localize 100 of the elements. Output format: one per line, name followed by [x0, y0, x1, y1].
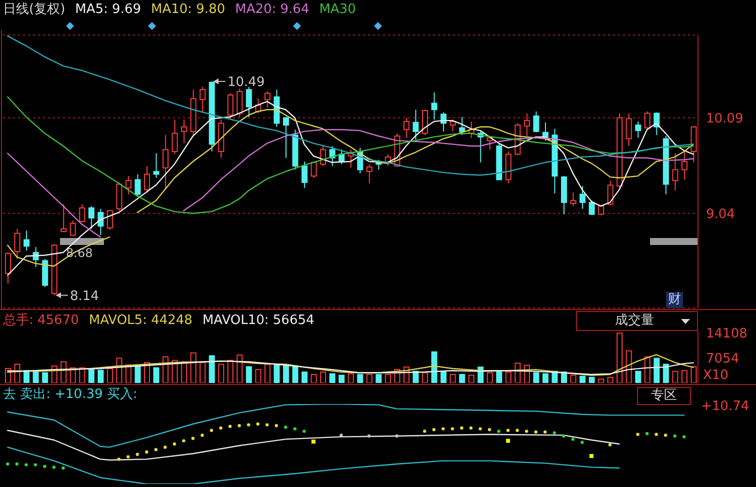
point — [34, 463, 38, 466]
bar — [236, 354, 243, 383]
y-tick-label: 7054 — [706, 352, 740, 367]
point — [589, 454, 594, 458]
text: MAVOL10: 56654 — [202, 313, 314, 329]
bar — [431, 351, 438, 383]
point — [191, 436, 195, 440]
point — [432, 428, 436, 432]
y-tick-label: 14108 — [706, 326, 748, 342]
bar — [246, 366, 252, 383]
bar — [644, 356, 650, 383]
point — [164, 446, 167, 449]
point — [293, 427, 296, 430]
bar — [24, 370, 30, 383]
candlestick — [162, 134, 169, 190]
point — [136, 452, 139, 456]
point — [544, 430, 547, 434]
point — [266, 423, 269, 426]
bar — [681, 370, 688, 383]
bar — [635, 370, 642, 383]
bar — [384, 374, 391, 383]
point — [246, 423, 250, 426]
point — [274, 424, 278, 428]
bar — [570, 374, 576, 383]
bar — [227, 360, 234, 383]
point — [497, 430, 500, 433]
candlestick — [218, 119, 224, 158]
bar — [422, 372, 428, 383]
point — [62, 466, 65, 470]
text: MA30 — [319, 2, 356, 18]
text: MA20: 9.64 — [235, 2, 310, 18]
bar — [533, 372, 540, 383]
bar — [106, 368, 113, 383]
bar — [320, 372, 326, 383]
bar — [496, 372, 502, 383]
line-series — [7, 236, 110, 267]
bar — [310, 374, 317, 383]
candlestick — [672, 152, 678, 192]
bar — [376, 374, 382, 383]
point — [43, 464, 46, 468]
point — [442, 427, 445, 430]
point — [654, 432, 658, 436]
bar — [208, 355, 215, 383]
bar — [486, 372, 493, 383]
chart-title: 日线(复权) — [3, 2, 66, 18]
point — [238, 424, 241, 428]
point — [117, 458, 120, 461]
bar — [626, 350, 632, 383]
candlestick — [431, 92, 438, 120]
point — [15, 462, 18, 466]
bar — [329, 373, 336, 383]
candlestick — [153, 152, 160, 178]
bar — [200, 362, 206, 383]
y-axis-title: X10 — [703, 368, 728, 383]
bar — [283, 364, 289, 383]
candlestick — [524, 112, 530, 137]
bar — [42, 372, 48, 383]
bar — [672, 370, 678, 383]
bar — [468, 374, 474, 383]
point — [6, 462, 10, 466]
y-tick-label: 9.04 — [706, 206, 735, 222]
point — [340, 434, 343, 437]
candlestick — [181, 119, 188, 144]
text: MA5: 9.69 — [75, 2, 141, 18]
point — [210, 428, 214, 432]
point — [664, 434, 668, 437]
point — [219, 426, 222, 430]
bar — [357, 374, 364, 383]
point — [608, 443, 612, 446]
bar — [616, 332, 623, 383]
bar — [338, 374, 345, 383]
point — [506, 428, 510, 432]
y-tick-label: 10.09 — [706, 111, 744, 126]
point — [302, 430, 306, 433]
line-series — [183, 129, 694, 212]
bar — [32, 372, 39, 383]
bar — [14, 364, 20, 383]
point — [228, 424, 232, 428]
bar — [274, 364, 280, 383]
point — [552, 431, 556, 434]
annotation: 8.14 — [70, 288, 99, 304]
bar — [459, 374, 466, 383]
point — [367, 434, 371, 438]
point — [516, 428, 519, 432]
bar — [348, 373, 354, 383]
point — [571, 438, 574, 441]
point — [524, 430, 528, 433]
bar — [79, 367, 86, 383]
line-series — [7, 360, 694, 376]
point — [256, 422, 260, 426]
point — [284, 426, 288, 429]
point — [673, 434, 676, 438]
bar — [366, 374, 372, 383]
text: +10.74 — [701, 399, 750, 414]
bar — [505, 372, 512, 383]
bar — [264, 364, 270, 383]
bar — [302, 372, 308, 383]
tab-button: 专区 — [637, 387, 691, 405]
chart-title: 去 卖出: +10.39 买入: — [3, 387, 138, 403]
bar — [255, 369, 262, 383]
